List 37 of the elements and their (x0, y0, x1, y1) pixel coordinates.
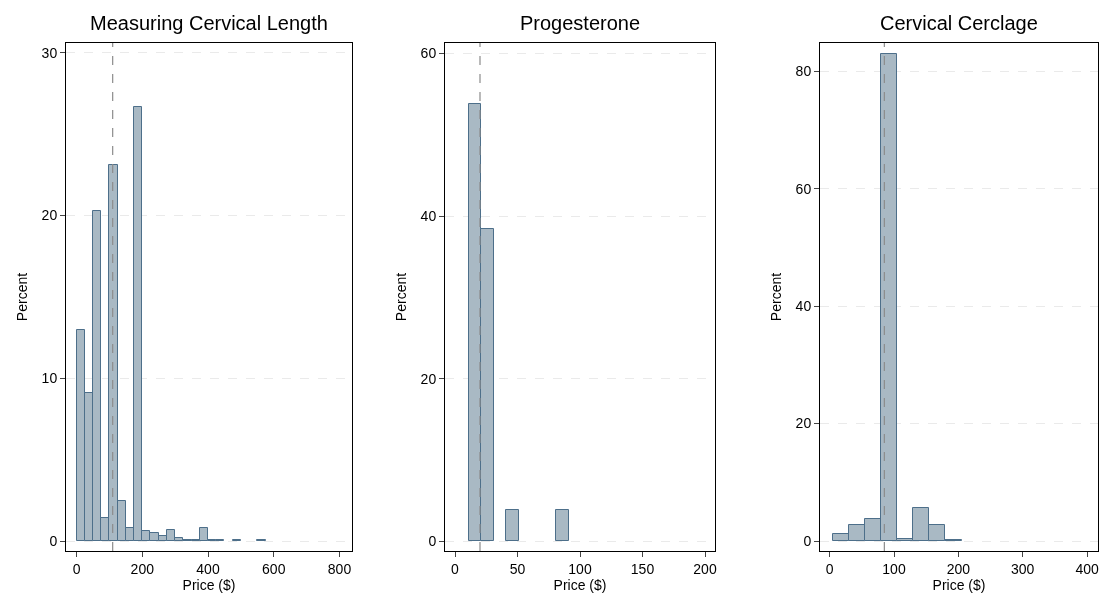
y-tick-label: 10 (41, 370, 58, 387)
y-axis-title: Percent (393, 272, 410, 322)
y-tick-label: 20 (420, 370, 437, 387)
x-axis-title: Price ($) (932, 577, 986, 594)
x-tick-label: 800 (327, 560, 352, 577)
x-tick-label: 150 (630, 560, 655, 577)
x-tick-label: 200 (946, 560, 971, 577)
y-tick-label: 0 (49, 533, 58, 550)
y-axis-title: Percent (14, 272, 31, 322)
x-axis-title: Price ($) (182, 577, 236, 594)
x-tick-label: 0 (451, 560, 460, 577)
x-tick-label: 200 (130, 560, 155, 577)
x-tick-label: 400 (1075, 560, 1099, 577)
y-tick-label: 60 (420, 45, 437, 62)
y-tick-label: 20 (41, 207, 58, 224)
y-tick-label: 20 (795, 415, 812, 432)
y-tick-label: 40 (420, 208, 437, 225)
y-tick-label: 60 (795, 180, 812, 197)
x-tick-label: 200 (693, 560, 717, 577)
chart-title: Measuring Cervical Length (90, 12, 328, 34)
chart-title: Cervical Cerclage (880, 12, 1038, 34)
y-tick-label: 40 (795, 298, 812, 314)
chart-title: Progesterone (520, 12, 641, 34)
x-tick-label: 100 (882, 560, 906, 577)
x-axis-title: Price ($) (553, 577, 607, 594)
x-tick-label: 0 (72, 560, 81, 577)
y-axis-title: Percent (768, 272, 785, 322)
x-tick-label: 300 (1011, 560, 1035, 577)
x-tick-label: 50 (509, 560, 526, 577)
y-tick-label: 0 (428, 533, 437, 550)
x-tick-label: 600 (262, 560, 286, 577)
x-tick-label: 400 (196, 560, 220, 577)
y-tick-label: 80 (795, 63, 812, 80)
x-tick-label: 0 (825, 560, 834, 577)
y-tick-label: 0 (803, 532, 812, 549)
x-tick-label: 100 (568, 560, 592, 577)
y-tick-label: 30 (41, 44, 58, 61)
